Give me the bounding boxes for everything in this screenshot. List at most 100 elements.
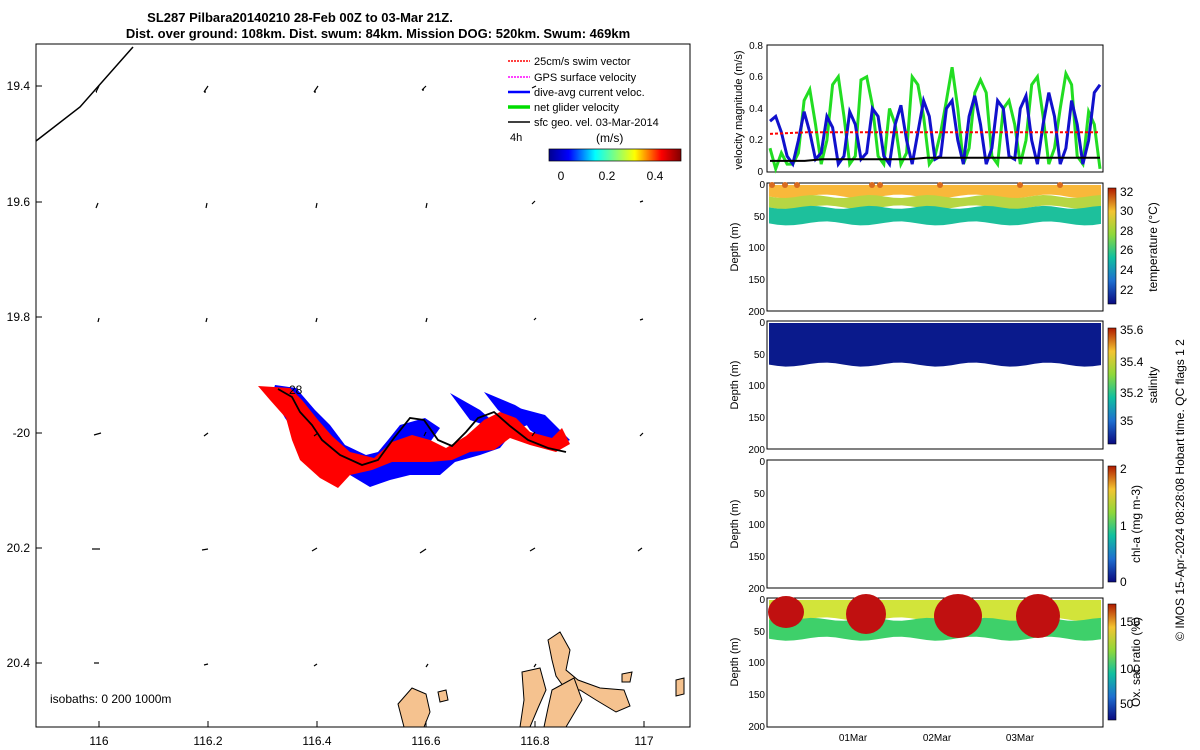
velocity-ytick-label: 0 (757, 167, 763, 178)
salinity-depth-tick-label: 100 (748, 381, 765, 392)
temperature-cbar-tick-label: 24 (1120, 263, 1134, 277)
time-tick-label: 01Mar (839, 733, 868, 744)
salinity-cbar-tick-label: 35.4 (1120, 355, 1144, 369)
velocity-colorbar (548, 148, 682, 162)
chla-depth-ticks: 0 50 100 150 200 (748, 457, 765, 595)
map-y-tick-labels: 19.4 19.6 19.8 -20 20.2 20.4 (7, 79, 31, 670)
temperature-cbar-tick-label: 32 (1120, 185, 1134, 199)
chla-depth-tick-label: 50 (754, 489, 766, 500)
oxygen-depth-tick-label: 0 (759, 595, 765, 606)
legend-entry-net-glider-velocity: net glider velocity (534, 102, 619, 114)
oxygen-hotspots (768, 594, 1060, 638)
time-tick-label: 02Mar (923, 733, 952, 744)
temperature-ylabel: Depth (m) (729, 223, 741, 272)
legend-entry-sfc-geo-velocity: sfc geo. vel. 03-Mar-2014 (534, 117, 659, 129)
temperature-colorbar-ticks: 32 30 28 26 24 22 (1120, 185, 1134, 297)
colorbar-tick-label: 0.4 (647, 169, 664, 183)
oxygen-cbar-tick-label: 100 (1120, 662, 1140, 676)
temperature-cbar-tick-label: 22 (1120, 283, 1134, 297)
coastline (35, 46, 134, 142)
chla-depth-tick-label: 100 (748, 520, 765, 531)
map-xtick-label: 116.2 (193, 734, 222, 748)
legend-entry-swim-vector: 25cm/s swim vector (534, 56, 631, 68)
map-y-ticks (36, 85, 42, 664)
map-x-ticks (98, 721, 645, 727)
velocity-ytick-label: 0.2 (749, 135, 763, 146)
salinity-depth-tick-label: 0 (759, 318, 765, 329)
legend-entry-gps-velocity: GPS surface velocity (534, 72, 637, 84)
salinity-cbar-tick-label: 35.6 (1120, 323, 1144, 337)
map-legend: 25cm/s swim vector GPS surface velocity … (508, 56, 682, 183)
figure-title-line1: SL287 Pilbara20140210 28-Feb 00Z to 03-M… (147, 10, 453, 25)
track-start-label: 28 (289, 383, 303, 397)
chla-depth-tick-label: 150 (748, 552, 765, 563)
temperature-depth-tick-label: 150 (748, 275, 765, 286)
temperature-cbar-tick-label: 28 (1120, 224, 1134, 238)
salinity-ylabel: Depth (m) (729, 361, 741, 410)
salinity-cbar-tick-label: 35.2 (1120, 386, 1144, 400)
glider-net-track (277, 388, 567, 466)
temperature-depth-tick-label: 0 (759, 180, 765, 191)
salinity-depth-tick-label: 150 (748, 413, 765, 424)
velocity-ytick-label: 0.6 (749, 72, 763, 83)
velocity-ylabel: velocity magnitude (m/s) (733, 50, 745, 169)
salinity-colorbar (1107, 327, 1117, 445)
swim-vector-swath (258, 386, 570, 488)
chla-cbar-label: chl-a (mg m-3) (1129, 485, 1143, 563)
salinity-depth-tick-label: 50 (754, 350, 766, 361)
chla-axes-box (766, 459, 1104, 589)
legend-entry-dive-avg-current: dive-avg current veloc. (534, 87, 645, 99)
chla-panel: 0 50 100 150 200 Depth (m) 2 1 0 chl-a (… (729, 457, 1143, 595)
map-ytick-label: 20.4 (7, 656, 31, 670)
time-tick-label: 03Mar (1006, 733, 1035, 744)
salinity-panel: 0 50 100 150 200 Depth (m) 35.6 35.4 35.… (729, 318, 1160, 456)
map-xtick-label: 116.6 (411, 734, 440, 748)
land-islands (397, 631, 685, 728)
temperature-cbar-label: temperature (°C) (1146, 202, 1160, 292)
chla-cbar-tick-label: 2 (1120, 462, 1127, 476)
velocity-series-line (769, 131, 1100, 135)
map-xtick-label: 117 (634, 734, 653, 748)
map-ytick-label: 19.6 (7, 195, 31, 209)
temperature-depth-tick-label: 200 (748, 307, 765, 318)
oxygen-cbar-tick-label: 50 (1120, 697, 1134, 711)
salinity-colorbar-ticks: 35.6 35.4 35.2 35 (1120, 323, 1144, 428)
velocity-series-group (768, 66, 1102, 174)
oxygen-depth-tick-label: 50 (754, 627, 766, 638)
salinity-field (769, 323, 1101, 367)
oxygen-panel: 0 50 100 150 200 Depth (m) 150 100 50 Ox… (729, 594, 1143, 744)
chla-cbar-tick-label: 1 (1120, 519, 1127, 533)
oxygen-colorbar-ticks: 150 100 50 (1120, 615, 1140, 711)
figure-title-line2: Dist. over ground: 108km. Dist. swum: 84… (126, 26, 630, 41)
temperature-cbar-tick-label: 30 (1120, 204, 1134, 218)
map-ytick-label: -20 (13, 426, 31, 440)
oxygen-cbar-label: Ox. sat. ratio (%) (1129, 617, 1143, 707)
legend-note: 4h (510, 132, 522, 144)
temperature-depth-ticks: 0 50 100 150 200 (748, 180, 765, 318)
colorbar-label: (m/s) (596, 131, 623, 145)
colorbar-tick-label: 0 (558, 169, 565, 183)
velocity-series-line (769, 83, 1102, 169)
salinity-depth-tick-label: 200 (748, 445, 765, 456)
temperature-colorbar (1107, 187, 1117, 305)
oxygen-depth-ticks: 0 50 100 150 200 (748, 595, 765, 733)
map-ytick-label: 19.4 (7, 79, 31, 93)
map-ytick-label: 20.2 (7, 541, 31, 555)
chla-colorbar-ticks: 2 1 0 (1120, 462, 1127, 589)
temperature-depth-tick-label: 50 (754, 212, 766, 223)
map-x-tick-labels: 116 116.2 116.4 116.6 116.8 117 (89, 734, 653, 748)
map-xtick-label: 116.4 (302, 734, 331, 748)
oxygen-colorbar (1107, 603, 1117, 721)
map-ytick-label: 19.8 (7, 310, 31, 324)
chla-ylabel: Depth (m) (729, 500, 741, 549)
temperature-field (769, 185, 1101, 226)
oxygen-depth-tick-label: 150 (748, 690, 765, 701)
velocity-y-ticks: 0 0.2 0.4 0.6 0.8 (749, 41, 763, 178)
oxygen-depth-tick-label: 200 (748, 722, 765, 733)
temperature-surface-dots (769, 182, 1063, 188)
depth-band (769, 205, 1101, 226)
oxygen-depth-tick-label: 100 (748, 658, 765, 669)
salinity-cbar-tick-label: 35 (1120, 414, 1134, 428)
colorbar-tick-label: 0.2 (599, 169, 616, 183)
